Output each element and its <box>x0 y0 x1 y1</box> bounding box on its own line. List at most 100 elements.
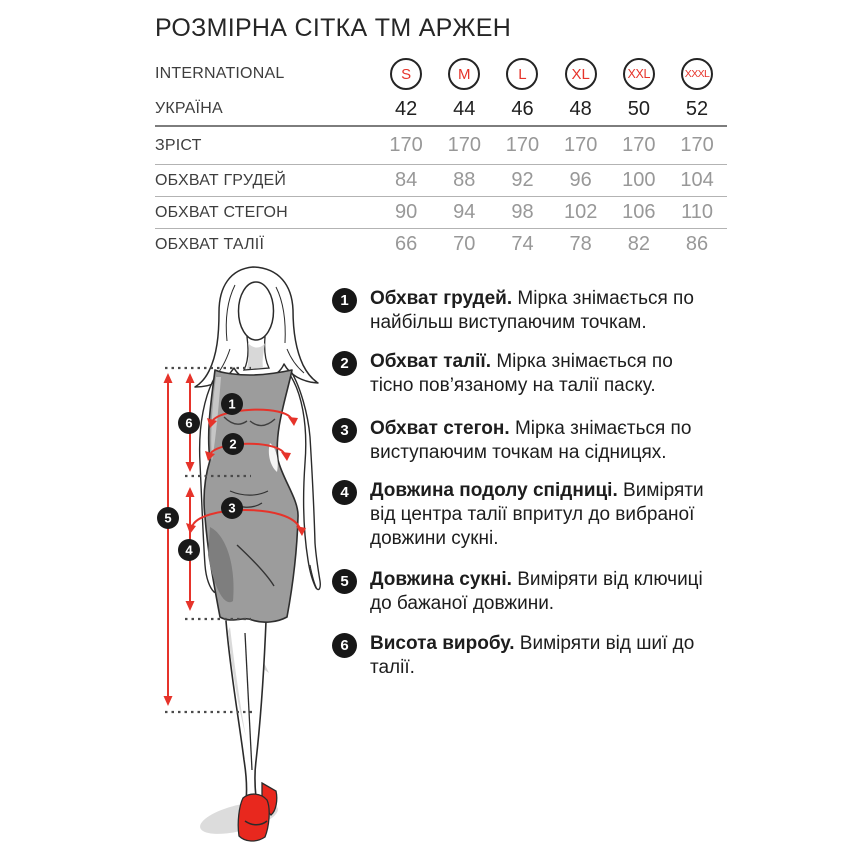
table-cell: 170 <box>447 134 481 156</box>
table-row-bust: ОБХВАТ ГРУДЕЙ 84 88 92 96 100 104 <box>155 165 727 197</box>
table-row-ukraine: УКРАЇНА 42 44 46 48 50 52 <box>155 93 727 127</box>
legend-text-skirt-length: Довжина подолу спідниці. Виміряти від це… <box>370 480 704 549</box>
waist-highlight <box>268 443 278 472</box>
legend-text-waist: Обхват талії. Мірка знімається по тісно … <box>370 351 673 396</box>
skirt-top-fold <box>229 490 269 496</box>
legend-item-bust: 1 Обхват грудей. Мірка знімається по най… <box>332 287 724 335</box>
legend-badge-1: 1 <box>332 288 357 313</box>
neck-shadow <box>247 343 265 369</box>
size-badge-m: M <box>448 58 481 90</box>
table-cell: 90 <box>394 201 418 223</box>
table-row-hips: ОБХВАТ СТЕГОН 90 94 98 102 106 110 <box>155 197 727 229</box>
ua-size-value: 50 <box>627 97 650 120</box>
figure-badges: 1 2 3 4 5 <box>157 393 244 561</box>
legend-item-waist: 2 Обхват талії. Мірка знімається по тісн… <box>332 350 724 398</box>
table-cell: 104 <box>680 169 714 191</box>
legend-item-dress-length: 5 Довжина сукні. Виміряти від ключиці до… <box>332 568 724 616</box>
size-badge-xl: XL <box>564 58 597 90</box>
page-title: РОЗМІРНА СІТКА ТМ АРЖЕН <box>155 14 512 42</box>
figure-badge-5: 5 <box>157 507 179 529</box>
svg-text:5: 5 <box>164 511 171 526</box>
face <box>237 281 275 341</box>
table-row-international: INTERNATIONAL S M L XL XXL XXXL <box>155 55 727 93</box>
table-cell: 66 <box>394 233 418 255</box>
row-label-ukraine: УКРАЇНА <box>155 100 223 117</box>
arc-bust <box>211 408 293 423</box>
legend-text-bust: Обхват грудей. Мірка знімається по найбі… <box>370 288 694 333</box>
svg-text:2: 2 <box>229 437 236 452</box>
skirt-fold-line <box>236 544 275 587</box>
row-label-hips: ОБХВАТ СТЕГОН <box>155 203 288 221</box>
svg-text:1: 1 <box>228 397 235 412</box>
legend-text-dress-length: Довжина сукні. Виміряти від ключиці до б… <box>370 569 703 614</box>
legend-badge-6: 6 <box>332 633 357 658</box>
arm-right <box>286 370 321 591</box>
figure-illustration: 1 2 3 4 5 <box>157 266 321 842</box>
ua-size-value: 42 <box>394 97 418 120</box>
figure-badge-2: 2 <box>222 433 244 455</box>
table-cell: 94 <box>453 201 476 223</box>
table-cell: 84 <box>394 169 418 191</box>
legend-badge-4: 4 <box>332 480 357 505</box>
table-row-waist: ОБХВАТ ТАЛІЇ 66 70 74 78 82 86 <box>155 229 727 260</box>
table-cell: 102 <box>563 201 598 223</box>
legend-text-hips: Обхват стегон. Мірка знімається по висту… <box>370 418 692 463</box>
table-cell: 106 <box>622 201 656 223</box>
dotted-lines <box>165 366 254 714</box>
svg-text:4: 4 <box>185 543 193 558</box>
legend-badge-2: 2 <box>332 351 357 376</box>
size-badge-xxxl: XXXL <box>681 58 714 90</box>
legend-item-product-height: 6 Висота виробу. Виміряти від шиї до тал… <box>332 632 724 680</box>
ua-size-value: 46 <box>511 97 534 120</box>
table-cell: 82 <box>627 233 650 255</box>
legend-badge-5: 5 <box>332 569 357 594</box>
legend-item-hips: 3 Обхват стегон. Мірка знімається по вис… <box>332 417 724 465</box>
hair-strand-right <box>275 286 305 374</box>
size-badge-l: L <box>506 58 539 90</box>
bust-lines <box>223 416 276 427</box>
table-cell: 70 <box>453 233 476 255</box>
row-label-waist: ОБХВАТ ТАЛІЇ <box>155 235 265 253</box>
figure-badge-4: 4 <box>178 539 200 561</box>
row-label-international: INTERNATIONAL <box>155 65 285 82</box>
bodice-highlight <box>211 377 221 461</box>
figure-badge-6: 6 <box>178 412 200 434</box>
legend-badge-3: 3 <box>332 418 357 443</box>
table-cell: 110 <box>681 201 713 223</box>
legend-text-product-height: Висота виробу. Виміряти від шиї до талії… <box>370 633 695 678</box>
table-cell: 88 <box>453 169 476 191</box>
skirt-dark-shading <box>208 527 234 603</box>
size-badge-s: S <box>390 58 423 90</box>
table-cell: 96 <box>569 169 592 191</box>
measurement-figure: 1 2 3 4 5 <box>140 265 340 850</box>
ua-size-value: 52 <box>685 97 709 120</box>
table-row-height: ЗРІСТ 170 170 170 170 170 170 <box>155 127 727 165</box>
size-badge-xxl: XXL <box>622 58 655 90</box>
shoe-front <box>237 793 270 842</box>
arrow-heads <box>163 373 306 706</box>
table-cell: 92 <box>511 169 534 191</box>
figure-badge-1: 1 <box>221 393 243 415</box>
table-cell: 86 <box>685 233 709 255</box>
ua-size-value: 48 <box>569 97 592 120</box>
table-cell: 170 <box>563 134 598 156</box>
table-cell: 170 <box>389 134 423 156</box>
table-cell: 100 <box>622 169 656 191</box>
table-cell: 78 <box>569 233 592 255</box>
ua-size-value: 44 <box>453 97 476 120</box>
hand-right-line <box>309 564 318 590</box>
figure-badge-3: 3 <box>221 497 243 519</box>
table-cell: 170 <box>680 134 714 156</box>
row-label-height: ЗРІСТ <box>155 136 202 154</box>
arc-waist <box>209 442 286 456</box>
leg-inner-line <box>244 632 253 771</box>
table-cell: 74 <box>511 233 534 255</box>
row-label-bust: ОБХВАТ ГРУДЕЙ <box>155 171 287 189</box>
svg-text:6: 6 <box>185 416 192 431</box>
table-cell: 98 <box>511 201 534 223</box>
leg-shading <box>228 627 246 737</box>
legend-item-skirt-length: 4 Довжина подолу спідниці. Виміряти від … <box>332 479 724 551</box>
size-table: INTERNATIONAL S M L XL XXL XXXL УКРАЇНА … <box>155 55 727 260</box>
table-cell: 170 <box>622 134 656 156</box>
